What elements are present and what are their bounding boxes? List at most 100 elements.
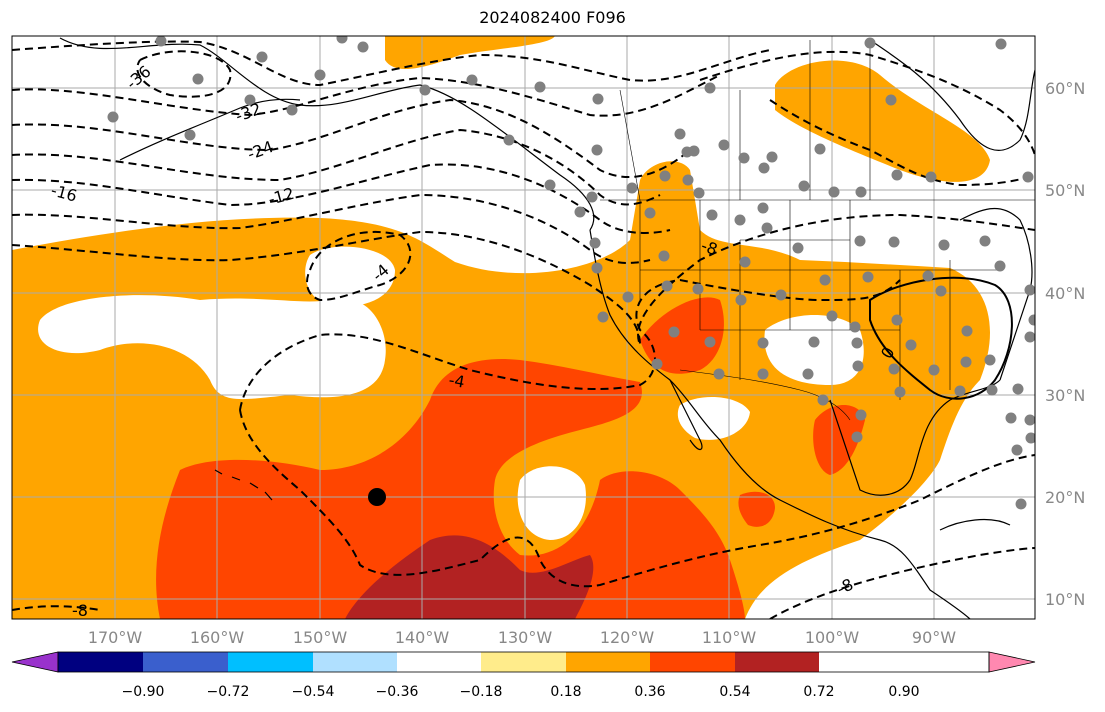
contour-4-north bbox=[306, 230, 412, 302]
lon-tick: 160°W bbox=[190, 628, 245, 647]
station-dot bbox=[928, 364, 940, 376]
contour-8-south bbox=[12, 547, 1035, 619]
lon-tick: 150°W bbox=[293, 628, 348, 647]
fill-region-dark-red bbox=[345, 535, 594, 619]
colorbar-segment bbox=[397, 652, 481, 672]
station-dot bbox=[1015, 498, 1027, 510]
station-dot bbox=[244, 94, 256, 106]
station-dot bbox=[184, 129, 196, 141]
hole-mexico-plateau bbox=[764, 315, 864, 385]
colorbar-border bbox=[57, 651, 990, 673]
lon-tick: 120°W bbox=[600, 628, 655, 647]
station-dot bbox=[738, 152, 750, 164]
station-dot bbox=[819, 274, 831, 286]
map-title: 2024082400 F096 bbox=[479, 8, 626, 27]
station-dot bbox=[1011, 444, 1023, 456]
contour-0 bbox=[869, 276, 1013, 400]
fill-region-red-orange bbox=[156, 359, 745, 619]
colorbar-tick: −0.90 bbox=[122, 684, 165, 700]
station-dot bbox=[597, 311, 609, 323]
contours-dashed bbox=[12, 40, 1035, 619]
station-dot bbox=[734, 214, 746, 226]
station-dot bbox=[758, 162, 770, 174]
colorbar-segment bbox=[735, 652, 819, 672]
station-dot bbox=[995, 38, 1007, 50]
station-dot bbox=[591, 144, 603, 156]
station-dot bbox=[713, 368, 725, 380]
station-dot bbox=[658, 250, 670, 262]
station-dot bbox=[766, 151, 778, 163]
colorbar-tick: 0.72 bbox=[803, 684, 834, 700]
station-dot bbox=[718, 139, 730, 151]
map-frame bbox=[11, 35, 1036, 620]
station-dot bbox=[814, 143, 826, 155]
station-dot bbox=[534, 81, 546, 93]
station-dot bbox=[986, 384, 998, 396]
colorbar-tick: −0.72 bbox=[207, 684, 250, 700]
station-dot bbox=[286, 104, 298, 116]
station-dot bbox=[808, 336, 820, 348]
contour-8-canada bbox=[699, 50, 1035, 156]
contour-label: -8 bbox=[72, 601, 88, 620]
colorbar-tick: 0.54 bbox=[719, 684, 750, 700]
station-dot bbox=[735, 294, 747, 306]
station-dot bbox=[961, 325, 973, 337]
station-dot bbox=[574, 206, 586, 218]
station-dot bbox=[644, 207, 656, 219]
station-dot bbox=[314, 69, 326, 81]
hole-pacific-west bbox=[38, 295, 386, 400]
contour-8-canada-2 bbox=[769, 99, 1035, 187]
station-dot bbox=[894, 386, 906, 398]
contour-36 bbox=[136, 50, 232, 98]
contour-4-loop bbox=[239, 409, 1035, 588]
contour-8 bbox=[12, 213, 1035, 346]
station-dot bbox=[802, 368, 814, 380]
coast-east bbox=[959, 207, 1033, 381]
station-dot bbox=[854, 235, 866, 247]
colorbar bbox=[11, 651, 1036, 673]
station-dot bbox=[503, 134, 515, 146]
colorbar-tick: −0.18 bbox=[460, 684, 503, 700]
hole-pacific-north bbox=[305, 246, 395, 307]
station-dot bbox=[668, 326, 680, 338]
station-dot bbox=[862, 271, 874, 283]
station-dot bbox=[864, 37, 876, 49]
contour-label: -24 bbox=[245, 137, 276, 164]
lon-tick: 90°W bbox=[912, 628, 956, 647]
station-dot bbox=[659, 170, 671, 182]
contour-label: -32 bbox=[233, 99, 264, 126]
station-dot bbox=[1024, 414, 1035, 426]
station-dot bbox=[817, 394, 829, 406]
station-dot bbox=[544, 179, 556, 191]
station-dot bbox=[851, 431, 863, 443]
lon-tick: 140°W bbox=[395, 628, 450, 647]
contour-label: -8 bbox=[699, 236, 720, 259]
lat-tick: 20°N bbox=[1045, 488, 1085, 507]
colorbar-extend-min bbox=[11, 651, 59, 673]
stations bbox=[107, 36, 1035, 510]
station-dot bbox=[775, 289, 787, 301]
contour-label: -16 bbox=[49, 181, 79, 206]
station-dot bbox=[706, 209, 718, 221]
fill-region-orange-canada bbox=[775, 60, 990, 182]
lon-tick: 170°W bbox=[88, 628, 143, 647]
colorbar-ticks: −0.90 −0.72 −0.54 −0.36 −0.18 0.18 0.36 … bbox=[122, 684, 920, 700]
lon-tick: 110°W bbox=[702, 628, 757, 647]
colorbar-segment bbox=[313, 652, 397, 672]
station-dot bbox=[979, 235, 991, 247]
lat-tick: 40°N bbox=[1045, 284, 1085, 303]
station-dot bbox=[888, 363, 900, 375]
station-dot bbox=[1024, 331, 1035, 343]
station-dot bbox=[107, 111, 119, 123]
station-dot bbox=[826, 310, 838, 322]
station-dot bbox=[739, 256, 751, 268]
contour-4-south bbox=[239, 278, 901, 411]
station-dot bbox=[589, 237, 601, 249]
colorbar-segment bbox=[228, 652, 313, 672]
station-dot bbox=[357, 41, 369, 53]
station-dot bbox=[1005, 412, 1017, 424]
station-dot bbox=[693, 187, 705, 199]
station-dot bbox=[651, 358, 663, 370]
station-dot bbox=[692, 283, 704, 295]
lat-tick: 50°N bbox=[1045, 181, 1085, 200]
